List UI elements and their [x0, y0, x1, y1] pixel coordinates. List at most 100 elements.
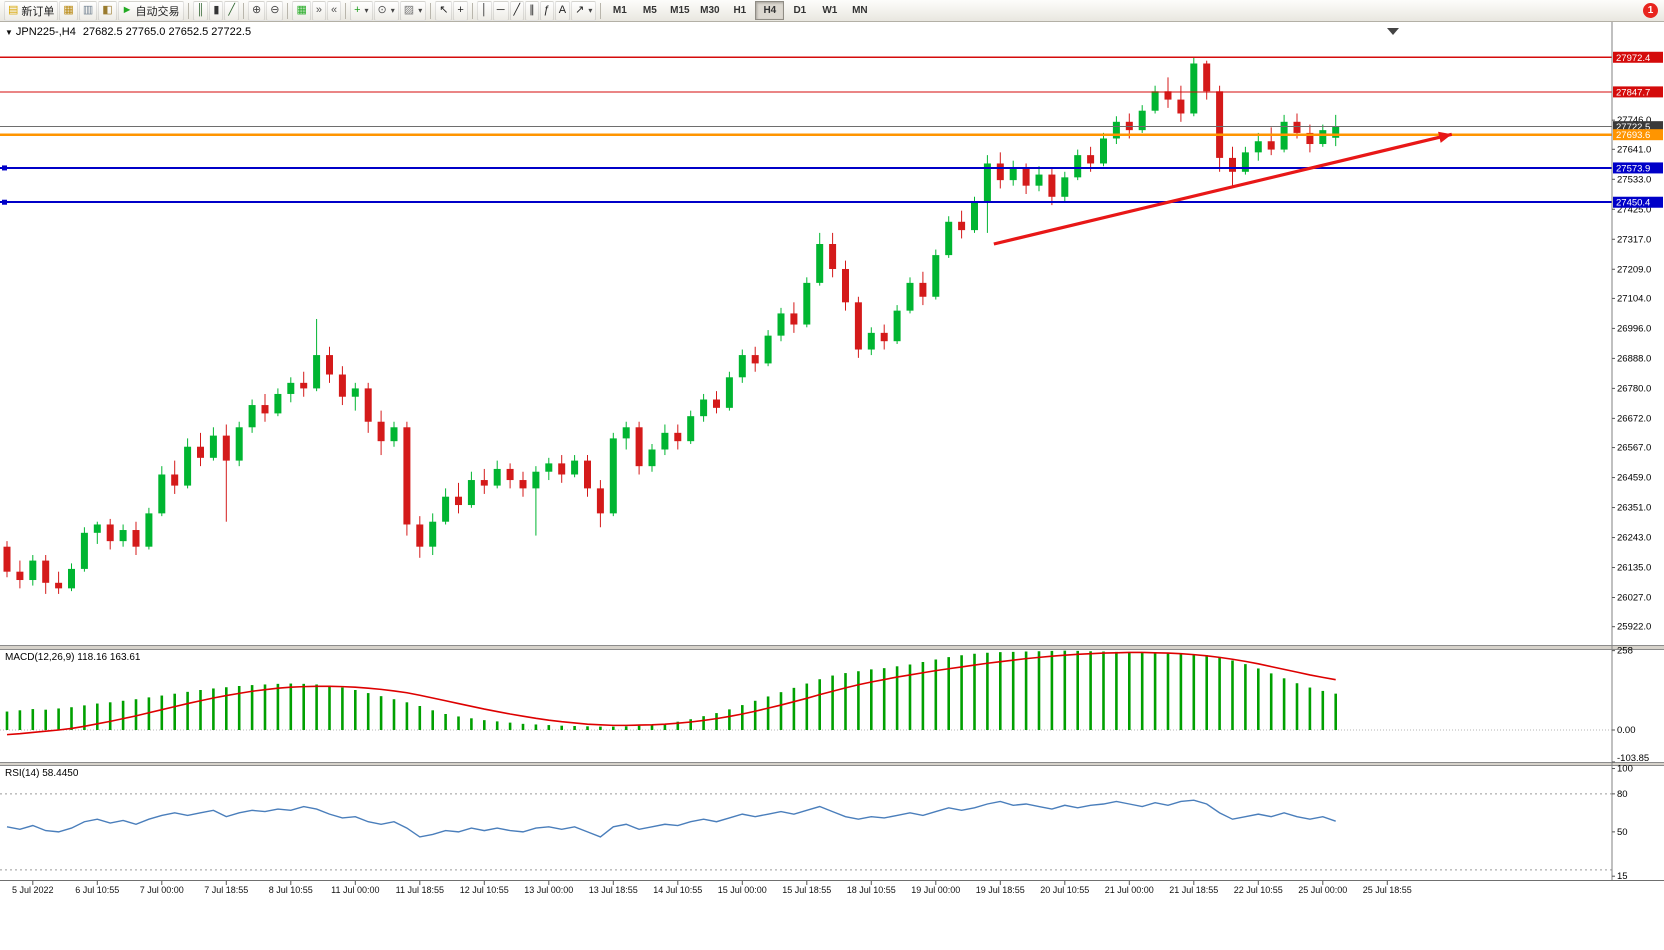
- tile-windows-button[interactable]: ▦: [292, 0, 311, 21]
- timeframe-m15-button[interactable]: M15: [670, 5, 690, 16]
- zoom-in-button[interactable]: ⊕: [248, 0, 266, 21]
- chevron-down-icon: ▾: [588, 6, 593, 15]
- trendline-button[interactable]: ╱: [509, 0, 525, 21]
- candle: [467, 471, 475, 508]
- candle: [313, 318, 321, 392]
- chart-canvas[interactable]: 27746.0 27641.0 27533.0 27425.0 27317.0 27209…: [0, 22, 1664, 896]
- new-order-button[interactable]: ▤ 新订单: [4, 0, 59, 21]
- candle: [764, 330, 772, 367]
- fibonacci-button[interactable]: ƒ: [539, 0, 554, 21]
- crosshair-button[interactable]: +: [453, 0, 468, 21]
- candle: [326, 346, 333, 383]
- svg-text:26567.0: 26567.0: [1617, 443, 1651, 454]
- candle: [1138, 105, 1146, 133]
- new-chart-icon: ▦: [63, 4, 74, 16]
- tile-windows-icon: ▦: [296, 4, 307, 16]
- auto-trading-button[interactable]: ► 自动交易: [117, 0, 184, 21]
- zoom-out-button[interactable]: ⊖: [266, 0, 284, 21]
- timeframe-h1-button[interactable]: H1: [733, 5, 747, 16]
- horizontal-line-icon: ─: [496, 4, 505, 16]
- svg-text:27533.0: 27533.0: [1617, 174, 1651, 185]
- vertical-line-button[interactable]: │: [476, 0, 492, 21]
- market-watch-icon: ◧: [102, 4, 113, 16]
- svg-text:19 Jul 18:55: 19 Jul 18:55: [976, 885, 1025, 895]
- profiles-button[interactable]: ▥: [78, 0, 98, 21]
- fibonacci-icon: ƒ: [543, 4, 550, 16]
- auto-scroll-button[interactable]: »: [311, 0, 326, 21]
- candle: [867, 327, 875, 356]
- svg-text:27972.4: 27972.4: [1616, 53, 1650, 64]
- svg-text:26888.0: 26888.0: [1617, 353, 1651, 364]
- candle: [429, 513, 437, 556]
- chevron-down-icon: ▾: [364, 6, 369, 15]
- candle: [377, 410, 385, 456]
- line-chart-button[interactable]: ╱: [224, 0, 239, 21]
- candle: [635, 421, 643, 475]
- svg-text:22 Jul 10:55: 22 Jul 10:55: [1234, 885, 1283, 895]
- support-line-1[interactable]: [0, 165, 1612, 171]
- chart-shift-button[interactable]: «: [326, 0, 342, 21]
- trend-arrow[interactable]: [993, 131, 1453, 246]
- svg-text:-103.85: -103.85: [1617, 753, 1649, 764]
- cursor-button[interactable]: ↖: [435, 0, 453, 21]
- panel-divider[interactable]: [0, 762, 1664, 766]
- templates-button[interactable]: ▨ ▾: [399, 0, 427, 21]
- toolbar-separator: [187, 2, 189, 19]
- timeframe-m1-button[interactable]: M1: [612, 5, 627, 16]
- indicators-button[interactable]: + ▾: [350, 0, 373, 21]
- zoom-in-icon: ⊕: [252, 4, 262, 16]
- indicators-icon: +: [354, 4, 361, 16]
- periods-button[interactable]: ⊙ ▾: [373, 0, 399, 21]
- candle: [584, 455, 591, 497]
- panel-divider[interactable]: [0, 645, 1664, 650]
- vertical-line-icon: │: [480, 4, 488, 16]
- candle: [893, 305, 901, 344]
- support-line-2[interactable]: [0, 199, 1612, 205]
- toolbar-separator: [430, 2, 432, 19]
- svg-text:12 Jul 10:55: 12 Jul 10:55: [460, 885, 509, 895]
- time-axis[interactable]: 5 Jul 2022 6 Jul 10:55 7 Jul 00:00 7 Jul 18…: [12, 881, 1412, 895]
- channel-button[interactable]: ∥: [525, 0, 539, 21]
- new-chart-button[interactable]: ▦: [59, 0, 78, 21]
- candle: [171, 460, 179, 494]
- timeframe-mn-button[interactable]: MN: [852, 5, 868, 16]
- svg-text:26996.0: 26996.0: [1617, 323, 1651, 334]
- price-axis[interactable]: 27746.0 27641.0 27533.0 27425.0 27317.0 27209…: [1612, 51, 1663, 633]
- candlestick-chart-button[interactable]: ▮: [209, 0, 224, 21]
- timeframe-h4-button[interactable]: H4: [755, 1, 785, 20]
- candle: [609, 432, 617, 517]
- svg-text:15 Jul 18:55: 15 Jul 18:55: [782, 885, 831, 895]
- arrows-button[interactable]: ↗ ▾: [571, 0, 597, 21]
- trendline-icon: ╱: [513, 4, 521, 16]
- timeframe-d1-button[interactable]: D1: [793, 5, 807, 16]
- candle: [16, 560, 24, 589]
- text-button[interactable]: A: [554, 0, 571, 21]
- candle: [1100, 132, 1107, 167]
- candle: [442, 488, 450, 525]
- bar-chart-button[interactable]: ║: [192, 0, 209, 21]
- notification-badge[interactable]: 1: [1643, 3, 1658, 18]
- collapse-triangle-icon[interactable]: ▼: [5, 28, 13, 37]
- timeframe-w1-button[interactable]: W1: [822, 5, 838, 16]
- new-order-button-label: 新订单: [21, 5, 55, 18]
- svg-text:0.00: 0.00: [1617, 725, 1636, 736]
- timeframe-m30-button[interactable]: M30: [700, 5, 720, 16]
- svg-text:25922.0: 25922.0: [1617, 622, 1651, 633]
- svg-text:27573.9: 27573.9: [1616, 163, 1650, 174]
- macd-histogram: [5, 650, 1337, 730]
- chevron-down-icon: ▾: [390, 6, 395, 15]
- horizontal-line-button[interactable]: ─: [492, 0, 509, 21]
- candle: [209, 427, 217, 461]
- chart-header: ▼ JPN225-,H4 27682.5 27765.0 27652.5 27722…: [5, 26, 251, 38]
- candle: [1048, 169, 1056, 206]
- svg-text:26027.0: 26027.0: [1617, 593, 1651, 604]
- timeframe-m5-button[interactable]: M5: [642, 5, 657, 16]
- market-watch-button[interactable]: ◧: [98, 0, 117, 21]
- chart-shift-marker-icon[interactable]: [1387, 28, 1399, 35]
- new-order-icon: ▤: [8, 4, 19, 16]
- candle: [351, 382, 359, 411]
- svg-text:6 Jul 10:55: 6 Jul 10:55: [75, 885, 119, 895]
- candle: [919, 271, 927, 306]
- candle: [403, 421, 411, 536]
